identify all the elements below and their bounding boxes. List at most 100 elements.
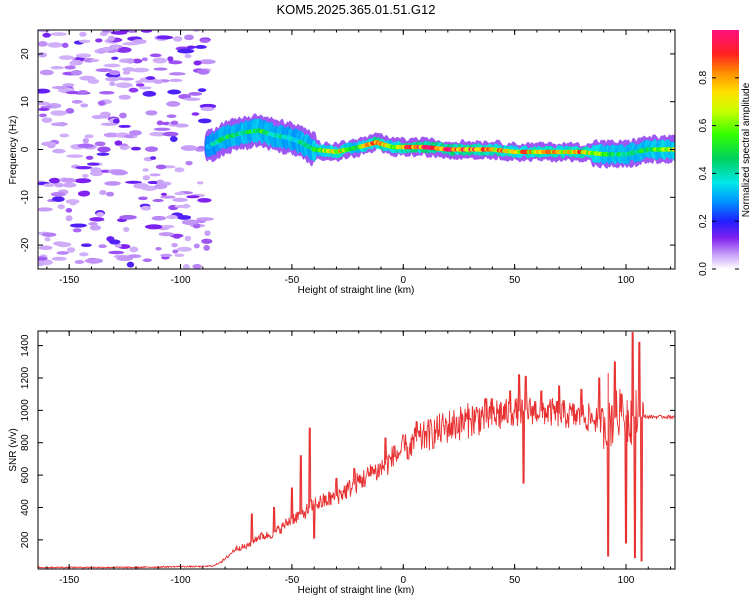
noise-speckle [76,53,92,58]
noise-speckle [97,100,106,106]
noise-speckle [50,65,64,70]
noise-speckle [50,192,66,197]
noise-speckle [41,117,53,123]
noise-speckle [156,179,164,184]
noise-speckle [174,167,185,173]
noise-speckle [188,92,203,96]
noise-speckle [80,103,89,108]
figure-title: KOM5.2025.365.01.51.G12 [276,2,435,17]
colorbar-tick-label: 0.2 [698,214,709,228]
noise-speckle [192,264,202,269]
noise-speckle [104,181,121,186]
noise-speckle [103,47,110,52]
noise-speckle [41,141,57,147]
noise-speckle [119,145,131,149]
noise-speckle [152,57,168,64]
noise-speckle [90,58,100,62]
colorbar: 0.0 0.2 0.4 0.6 0.8 Normalized spectral ampl… [698,30,750,276]
noise-speckle [72,228,82,233]
noise-speckle [149,173,161,177]
noise-speckle [50,110,68,116]
noise-speckle [174,204,191,209]
noise-speckle [168,72,186,76]
noise-speckle [160,195,176,199]
snr-y-tick-label: 600 [20,466,31,483]
noise-speckle [129,246,139,253]
noise-speckle [177,48,195,54]
noise-speckle [183,263,190,269]
noise-speckle [133,183,149,189]
noise-speckle [70,69,83,76]
spectrogram-y-tick-label: 20 [20,48,31,60]
noise-speckle [158,232,175,237]
noise-speckle [142,168,149,172]
noise-speckle [128,87,139,93]
noise-speckle [145,76,156,80]
noise-speckle [167,89,182,95]
noise-speckle [156,120,164,126]
noise-speckle [142,90,157,97]
colorbar-tick-label: 0.0 [698,262,709,276]
noise-speckle [129,130,142,136]
noise-speckle [56,241,72,248]
noise-speckle [103,132,120,138]
noise-speckle [140,205,152,211]
spectrogram-heatmap [38,30,675,269]
colorbar-tick-label: 0.6 [698,118,709,132]
noise-speckle [184,34,194,41]
spectrogram-x-tick-label: 0 [400,275,406,286]
spectrogram-x-tick-label: -50 [285,275,300,286]
noise-speckle [58,55,75,60]
noise-speckle [184,53,192,59]
snr-y-label: SNR (v/v) [8,428,19,471]
noise-speckle [176,246,192,252]
noise-speckle [52,196,65,202]
snr-x-tick-label: -50 [285,575,300,586]
noise-speckle [194,44,207,49]
noise-speckle [48,177,61,184]
noise-speckle [56,251,70,255]
noise-speckle [151,215,167,221]
noise-speckle [153,79,163,84]
noise-speckle [149,53,162,58]
snr-x-ticks: -150 -100 -50 0 50 100 [46,331,672,586]
noise-speckle [74,260,85,264]
noise-speckle [64,65,76,70]
noise-speckle [123,226,130,233]
noise-speckle [160,253,173,258]
spectrogram-x-tick-label: -150 [59,275,79,286]
noise-speckle [47,42,63,48]
noise-speckle [186,45,196,49]
noise-speckle [183,97,201,101]
colorbar-tick-label: 0.8 [698,70,709,84]
noise-speckle [69,200,77,206]
snr-x-tick-label: 50 [509,575,521,586]
snr-y-ticks: 200 400 600 800 1000 1200 1400 [20,334,675,548]
colorbar-ticks: 0.0 0.2 0.4 0.6 0.8 [698,70,739,276]
noise-speckle [197,197,212,203]
noise-speckle [161,224,175,229]
noise-speckle [51,256,67,261]
noise-speckle [197,69,210,75]
noise-speckle [171,242,178,248]
colorbar-gradient [712,30,739,269]
noise-speckle [99,90,115,95]
noise-speckle [38,101,50,106]
snr-y-tick-label: 400 [20,499,31,516]
snr-y-tick-label: 800 [20,434,31,451]
snr-x-tick-label: 0 [400,575,406,586]
noise-speckle [99,111,111,118]
noise-speckle [94,141,106,147]
noise-speckle [130,146,142,151]
noise-speckle [114,140,123,146]
noise-speckle [71,99,83,104]
noise-speckle [112,118,120,124]
noise-speckle [43,183,55,188]
snr-y-tick-label: 1400 [20,334,31,357]
noise-speckle [80,243,92,247]
noise-speckle [84,134,94,139]
noise-speckle [153,127,171,131]
noise-speckle [79,31,87,37]
noise-speckle [197,88,207,93]
noise-speckle [149,156,157,160]
